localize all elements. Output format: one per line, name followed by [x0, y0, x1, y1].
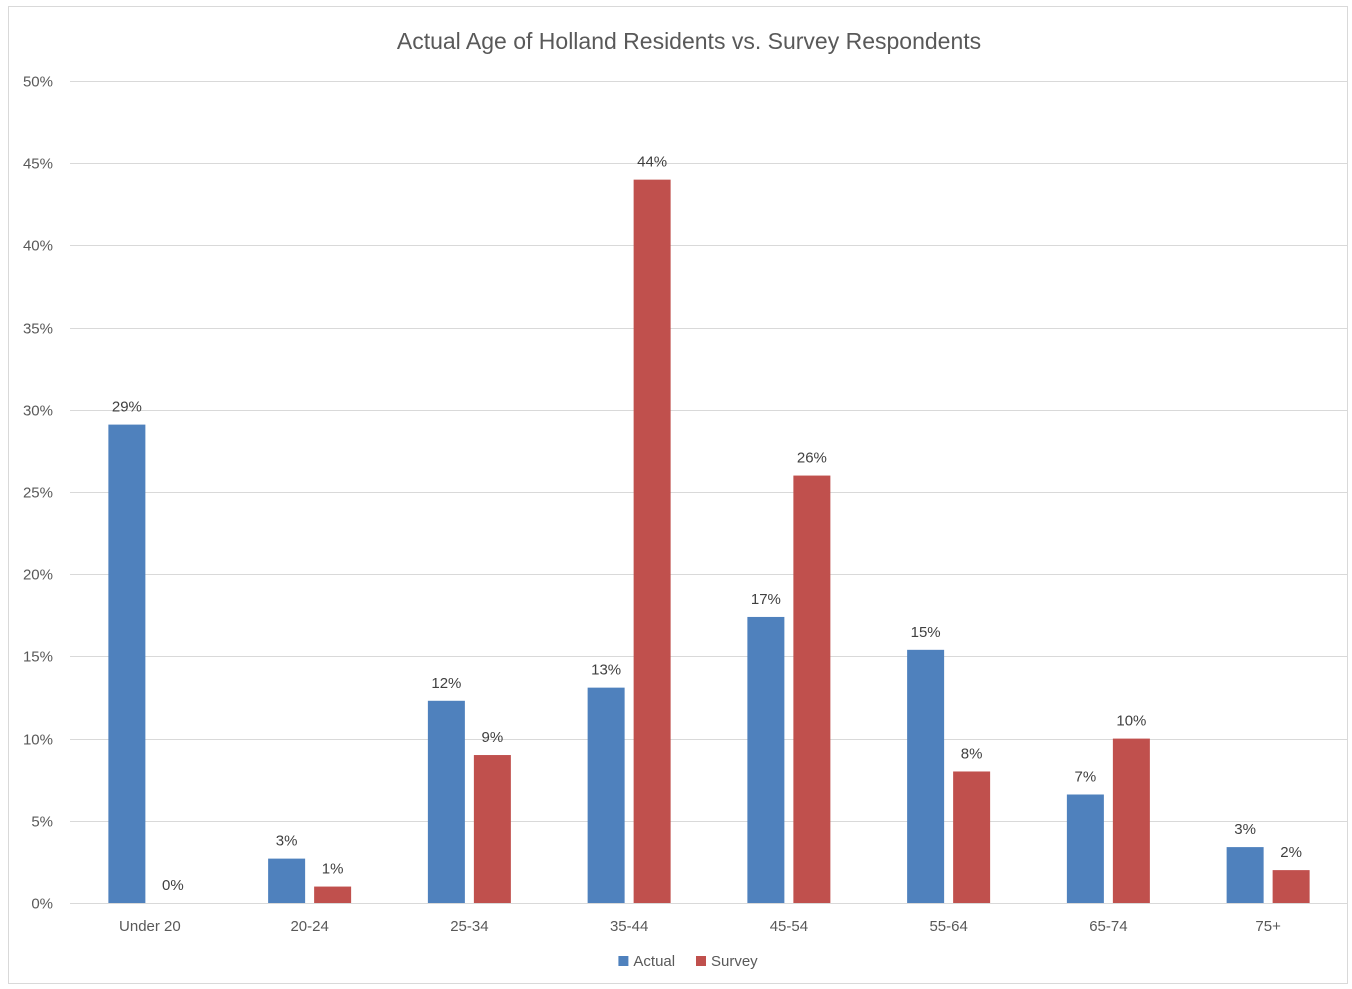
bars [108, 179, 1310, 903]
chart-title: Actual Age of Holland Residents vs. Surv… [397, 28, 981, 54]
bar-actual-5 [907, 649, 945, 903]
y-tick-label: 25% [23, 485, 53, 502]
legend-label-actual: Actual [633, 953, 675, 970]
legend-label-survey: Survey [711, 953, 758, 970]
x-category-label: 20-24 [290, 918, 328, 935]
bar-survey-7 [1272, 870, 1310, 903]
bar-survey-2 [473, 755, 511, 903]
data-labels: 29% 0% 3% 1% 12% 9% 13% 44% 17% 26% 15% 8% 7% 10% 3% 2% [112, 154, 1302, 894]
bar-actual-7 [1226, 847, 1264, 903]
x-category-label: 25-34 [450, 918, 488, 935]
x-axis-category-labels: Under 20 20-24 25-34 35-44 45-54 55-64 65-74 75… [119, 918, 1281, 935]
y-tick-label: 10% [23, 732, 53, 749]
y-tick-label: 35% [23, 321, 53, 338]
y-tick-label: 15% [23, 649, 53, 666]
x-category-label: 45-54 [770, 918, 808, 935]
y-tick-label: 20% [23, 567, 53, 584]
bar-survey-6 [1112, 738, 1150, 903]
y-tick-label: 50% [23, 74, 53, 91]
data-label-survey-5: 8% [961, 745, 983, 762]
data-label-survey-4: 26% [797, 450, 827, 467]
bar-actual-1 [268, 858, 306, 903]
y-tick-label: 30% [23, 403, 53, 420]
x-category-label: 55-64 [929, 918, 967, 935]
gridlines [70, 81, 1348, 904]
bar-survey-3 [633, 179, 671, 903]
legend-swatch-survey [696, 956, 706, 966]
bar-actual-0 [108, 424, 146, 903]
legend: Actual Survey [618, 953, 758, 970]
data-label-actual-1: 3% [276, 833, 298, 850]
y-tick-label: 40% [23, 238, 53, 255]
data-label-actual-7: 3% [1234, 821, 1256, 838]
data-label-actual-2: 12% [431, 675, 461, 692]
bar-actual-3 [587, 687, 625, 903]
y-axis-tick-labels: 0% 5% 10% 15% 20% 25% 30% 35% 40% 45% 50% [23, 74, 53, 913]
bar-actual-2 [427, 700, 465, 903]
y-tick-label: 5% [31, 814, 53, 831]
y-tick-label: 45% [23, 156, 53, 173]
x-category-label: 75+ [1255, 918, 1281, 935]
data-label-actual-4: 17% [751, 591, 781, 608]
data-label-actual-5: 15% [911, 624, 941, 641]
legend-swatch-actual [618, 956, 629, 966]
data-label-actual-3: 13% [591, 662, 621, 679]
bar-actual-4 [747, 616, 785, 903]
data-label-actual-6: 7% [1075, 768, 1097, 785]
data-label-survey-2: 9% [482, 729, 504, 746]
bar-actual-6 [1066, 794, 1104, 903]
x-category-label: 65-74 [1089, 918, 1127, 935]
data-label-survey-3: 44% [637, 154, 667, 171]
data-label-survey-1: 1% [322, 861, 344, 878]
data-label-actual-0: 29% [112, 399, 142, 416]
x-category-label: 35-44 [610, 918, 648, 935]
bar-survey-4 [793, 475, 831, 903]
y-tick-label: 0% [31, 896, 53, 913]
bar-survey-1 [314, 886, 352, 903]
data-label-survey-0: 0% [162, 877, 184, 894]
data-label-survey-6: 10% [1116, 713, 1146, 730]
data-label-survey-7: 2% [1280, 844, 1302, 861]
bar-survey-5 [953, 771, 991, 903]
x-category-label: Under 20 [119, 918, 181, 935]
